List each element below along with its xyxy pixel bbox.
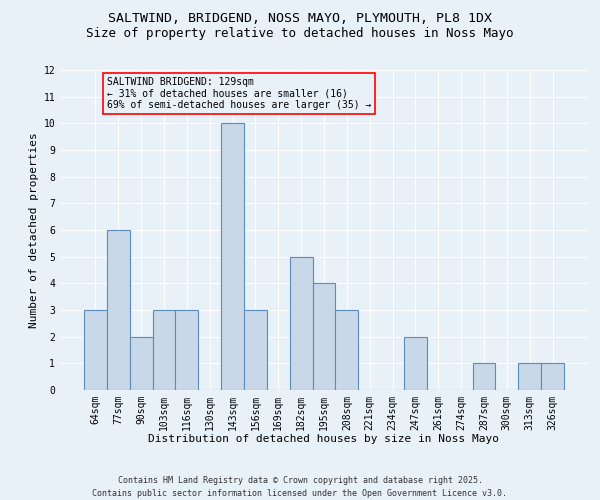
Bar bbox=[107, 230, 130, 390]
Text: Size of property relative to detached houses in Noss Mayo: Size of property relative to detached ho… bbox=[86, 28, 514, 40]
Bar bbox=[152, 310, 175, 390]
X-axis label: Distribution of detached houses by size in Noss Mayo: Distribution of detached houses by size … bbox=[149, 434, 499, 444]
Text: SALTWIND BRIDGEND: 129sqm
← 31% of detached houses are smaller (16)
69% of semi-: SALTWIND BRIDGEND: 129sqm ← 31% of detac… bbox=[107, 76, 371, 110]
Bar bbox=[244, 310, 267, 390]
Bar bbox=[541, 364, 564, 390]
Text: SALTWIND, BRIDGEND, NOSS MAYO, PLYMOUTH, PL8 1DX: SALTWIND, BRIDGEND, NOSS MAYO, PLYMOUTH,… bbox=[108, 12, 492, 26]
Bar bbox=[473, 364, 496, 390]
Bar bbox=[84, 310, 107, 390]
Y-axis label: Number of detached properties: Number of detached properties bbox=[29, 132, 39, 328]
Bar bbox=[518, 364, 541, 390]
Text: Contains HM Land Registry data © Crown copyright and database right 2025.
Contai: Contains HM Land Registry data © Crown c… bbox=[92, 476, 508, 498]
Bar bbox=[221, 124, 244, 390]
Bar bbox=[130, 336, 152, 390]
Bar bbox=[290, 256, 313, 390]
Bar bbox=[175, 310, 198, 390]
Bar bbox=[404, 336, 427, 390]
Bar bbox=[335, 310, 358, 390]
Bar bbox=[313, 284, 335, 390]
